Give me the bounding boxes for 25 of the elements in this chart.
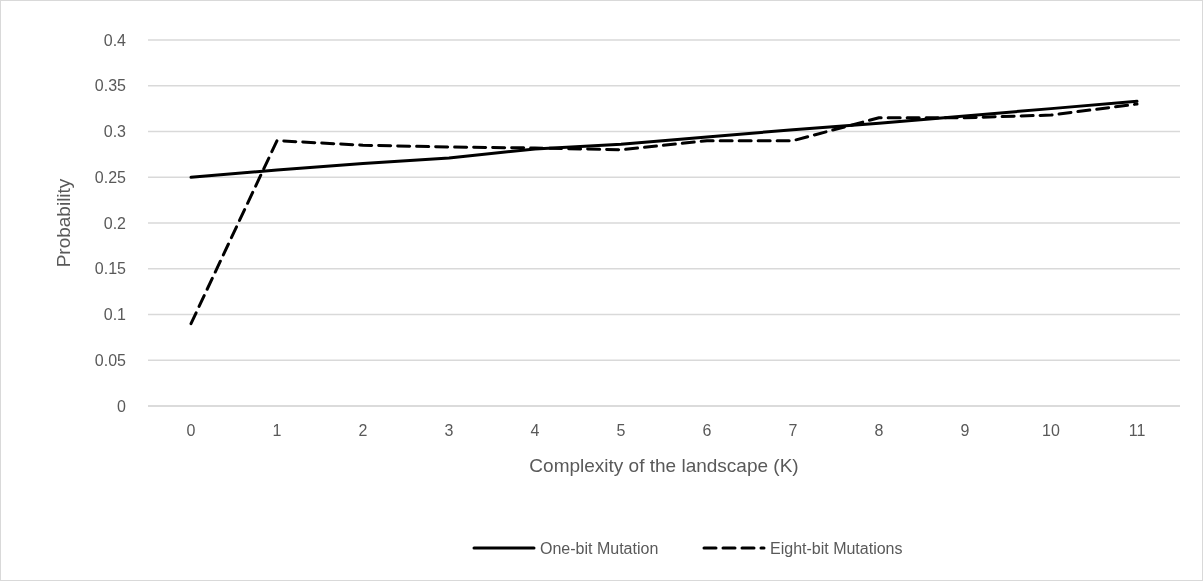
x-tick-label: 0 <box>186 422 196 439</box>
y-tick-label: 0.1 <box>103 306 127 324</box>
x-tick-label: 4 <box>530 422 540 439</box>
y-tick-label: 0.05 <box>94 351 127 369</box>
y-tick-label: 0.35 <box>94 77 127 95</box>
y-tick-label: 0.2 <box>103 214 127 232</box>
legend-label: One-bit Mutation <box>540 539 659 557</box>
x-axis-title: Complexity of the landscape (K) <box>529 455 799 476</box>
x-tick-label: 6 <box>702 422 712 439</box>
y-tick-label: 0.3 <box>103 123 127 141</box>
x-tick-label: 7 <box>788 422 798 439</box>
y-tick-label: 0.4 <box>103 31 127 49</box>
y-tick-label: 0.15 <box>94 260 127 278</box>
x-tick-label: 10 <box>1042 422 1060 439</box>
y-tick-label: 0.25 <box>94 168 127 186</box>
x-tick-label: 9 <box>960 422 970 439</box>
x-tick-label: 3 <box>444 422 454 439</box>
legend-label: Eight-bit Mutations <box>770 539 903 557</box>
x-tick-label: 1 <box>272 422 282 439</box>
y-tick-label: 0 <box>117 397 127 415</box>
x-tick-label: 8 <box>874 422 884 439</box>
x-tick-label: 2 <box>358 422 368 439</box>
x-tick-label: 5 <box>616 422 626 439</box>
x-tick-label: 11 <box>1128 422 1146 439</box>
y-axis-title: Probability <box>53 178 74 268</box>
